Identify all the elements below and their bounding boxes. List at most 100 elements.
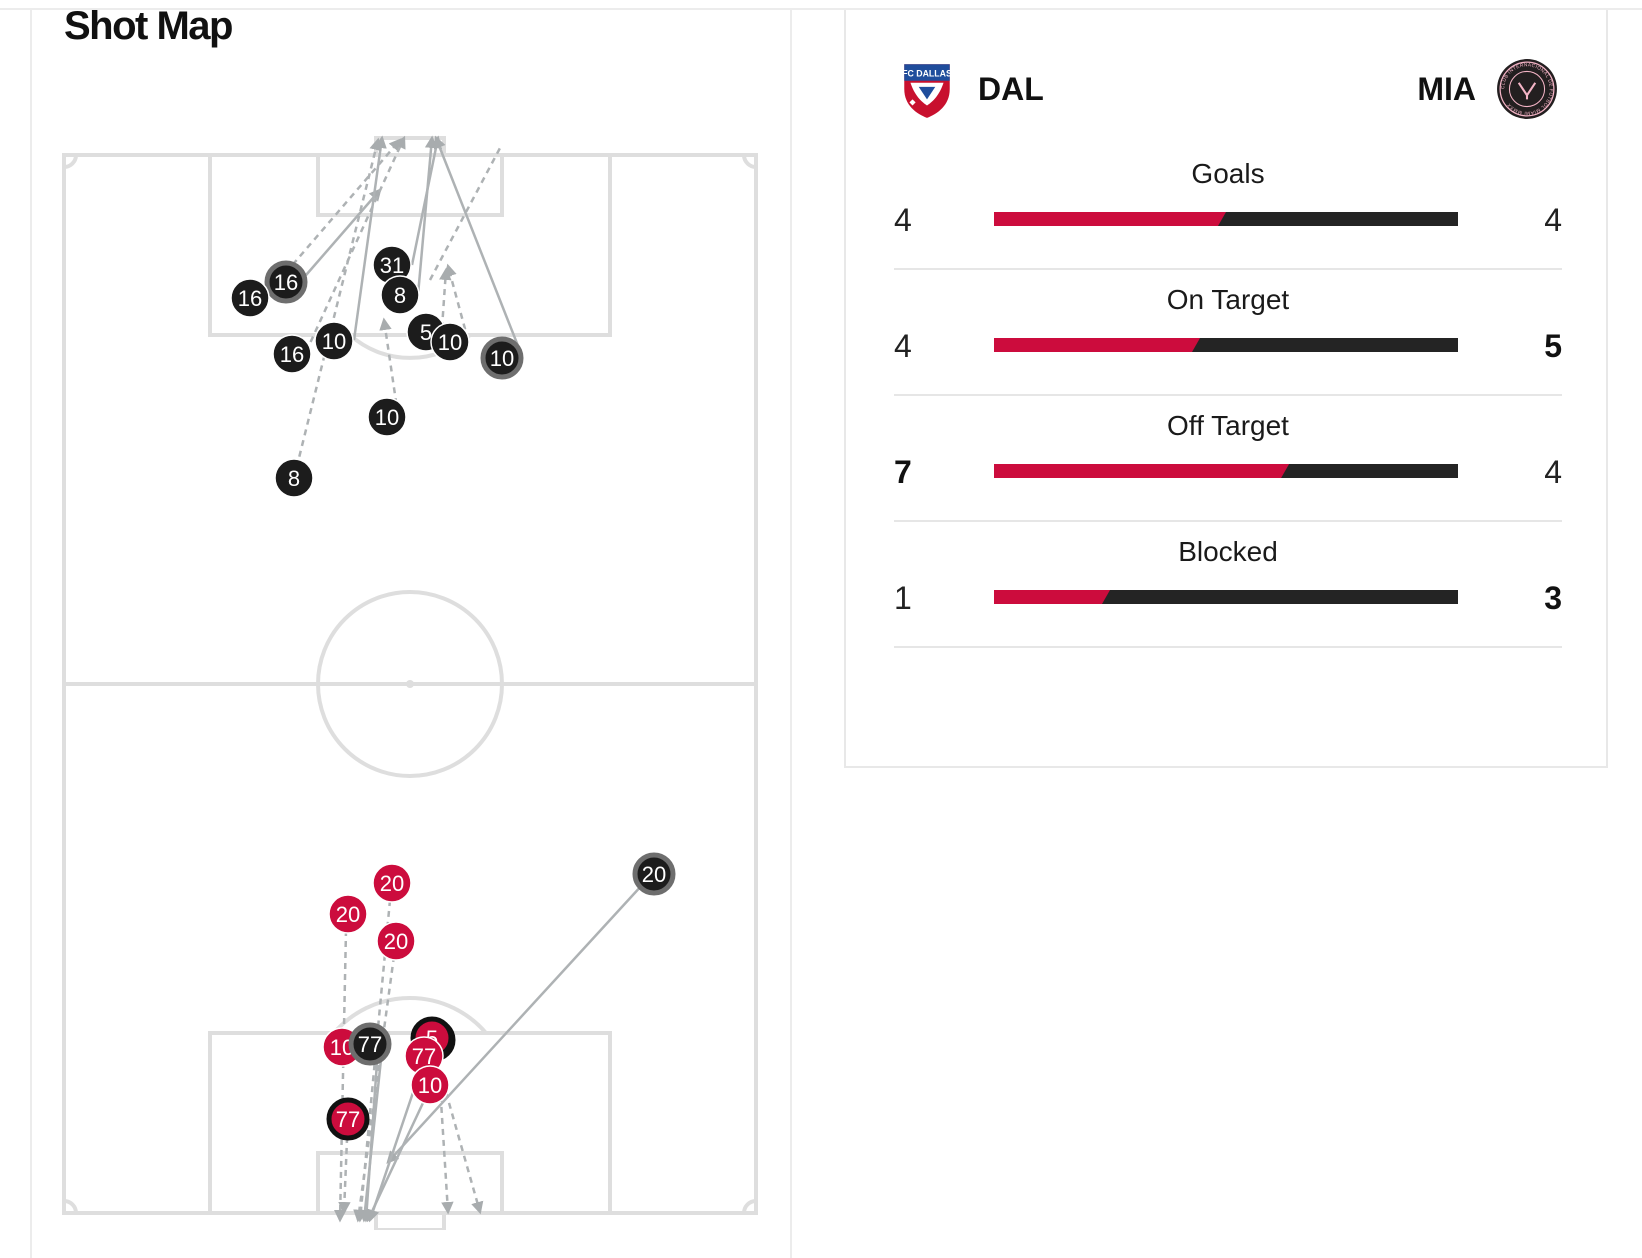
shot-marker-circle — [328, 894, 368, 934]
shot-player-number: 10 — [490, 346, 514, 371]
dal-shot-marker[interactable]: 20 — [376, 921, 416, 961]
shot-player-number: 77 — [358, 1032, 382, 1057]
shot-player-number: 16 — [274, 270, 298, 295]
shot-trajectory — [410, 135, 443, 266]
dal-shot-marker[interactable]: 77 — [404, 1036, 444, 1076]
page-title: Shot Map — [64, 4, 233, 48]
shot-trajectory — [304, 135, 406, 353]
home-team: FC DALLAS DAL — [896, 58, 1044, 120]
dal-shot-marker[interactable]: 10 — [410, 1065, 450, 1105]
away-team: MIA CLUB INTERNACIONAL DE FÚTBOL MIAMI M… — [1417, 58, 1558, 120]
dal-shot-trajectories — [333, 871, 655, 1223]
shot-trajectory — [439, 267, 452, 329]
shot-marker-circle — [326, 1097, 370, 1141]
stat-label: Goals — [1191, 158, 1265, 189]
shot-player-number: 8 — [288, 466, 300, 491]
top-six-yard-box — [316, 153, 504, 217]
shot-player-number: 77 — [336, 1107, 360, 1132]
stat-label: On Target — [1166, 284, 1290, 315]
bottom-penalty-arc — [332, 996, 488, 1035]
dal-shot-marker[interactable]: 77 — [348, 1022, 392, 1066]
home-stat-value: 1 — [894, 580, 912, 616]
shot-markers: 1616318101651010108202020201077105771077 — [230, 245, 676, 1141]
match-stats-panel: FC DALLAS DAL MIA CLUB INTERNACIONAL DE … — [844, 10, 1608, 768]
mia-shot-marker[interactable]: 10 — [480, 336, 524, 380]
home-stat-value: 4 — [894, 202, 912, 238]
shot-player-number: 8 — [394, 283, 406, 308]
mia-shot-marker[interactable]: 10 — [314, 321, 354, 361]
stat-comparison-bar — [994, 464, 1458, 478]
shot-player-number: 20 — [384, 929, 408, 954]
stat-comparison-bar — [994, 590, 1458, 604]
column-divider — [790, 10, 792, 1258]
shot-trajectory — [444, 263, 470, 341]
shot-player-number: 16 — [238, 286, 262, 311]
home-stat-value: 7 — [894, 454, 912, 490]
mia-shot-marker[interactable]: 16 — [272, 334, 312, 374]
home-share-fill — [994, 590, 1110, 604]
away-stat-value: 4 — [1544, 202, 1562, 238]
shot-marker-circle — [230, 278, 270, 318]
mia-shot-marker[interactable]: 10 — [430, 322, 470, 362]
shot-trajectory — [333, 929, 348, 1223]
stat-comparison-bar — [994, 338, 1458, 352]
shot-marker-circle — [314, 321, 354, 361]
bottom-goal — [374, 1211, 446, 1230]
stat-label: Blocked — [1178, 536, 1278, 567]
shot-trajectory — [416, 135, 438, 296]
mia-shot-marker[interactable]: 8 — [274, 458, 314, 498]
shot-marker-circle — [380, 275, 420, 315]
shot-player-number: 10 — [375, 405, 399, 430]
center-spot — [406, 680, 414, 688]
shot-trajectory — [360, 1047, 380, 1223]
shot-player-number: 31 — [380, 253, 404, 278]
home-stat-value: 4 — [894, 328, 912, 364]
mia-shot-marker[interactable]: 10 — [367, 397, 407, 437]
dal-shot-marker[interactable]: 20 — [372, 863, 412, 903]
mia-shot-trajectories — [263, 135, 524, 479]
shot-trajectory — [428, 147, 502, 281]
away-stat-value: 3 — [1544, 580, 1562, 616]
dal-shot-marker[interactable]: 20 — [632, 852, 676, 896]
shot-marker-circle — [376, 921, 416, 961]
shot-marker-circle — [272, 334, 312, 374]
stat-label: Off Target — [1167, 410, 1289, 441]
shot-trajectory — [433, 135, 524, 357]
shot-marker-circle — [410, 1065, 450, 1105]
corner-arc — [742, 154, 757, 169]
mia-shot-marker[interactable]: 8 — [380, 275, 420, 315]
svg-text:FC DALLAS: FC DALLAS — [902, 69, 952, 79]
shot-player-number: 10 — [418, 1073, 442, 1098]
mia-shot-marker[interactable]: 16 — [230, 278, 270, 318]
mia-shot-marker[interactable]: 16 — [264, 260, 308, 304]
shot-player-number: 5 — [420, 320, 432, 345]
shot-player-number: 10 — [438, 330, 462, 355]
shot-marker-circle — [348, 1022, 392, 1066]
shot-player-number: 10 — [322, 329, 346, 354]
shot-marker-circle — [480, 336, 524, 380]
mia-shot-marker[interactable]: 31 — [372, 245, 412, 285]
shot-player-number: 20 — [380, 871, 404, 896]
shot-player-number: 77 — [412, 1044, 436, 1069]
stat-row: Blocked 1 3 — [894, 514, 1562, 648]
shot-map-pitch: 1616318101651010108202020201077105771077 — [62, 135, 758, 1230]
shot-marker-circle — [372, 863, 412, 903]
shot-marker-circle — [430, 322, 470, 362]
shot-trajectory — [352, 135, 387, 341]
corner-arc — [63, 154, 78, 169]
away-stat-value: 4 — [1544, 454, 1562, 490]
stat-row: Goals 4 4 — [894, 136, 1562, 270]
center-circle — [316, 590, 504, 778]
home-share-fill — [994, 338, 1200, 352]
shot-marker-circle — [367, 397, 407, 437]
shot-trajectory — [292, 137, 382, 479]
dal-shot-marker[interactable]: 20 — [328, 894, 368, 934]
fc-dallas-logo-icon: FC DALLAS — [902, 64, 952, 118]
dal-shot-marker[interactable]: 77 — [326, 1097, 370, 1141]
home-team-abbr: DAL — [978, 71, 1044, 107]
left-column-border — [30, 10, 32, 1258]
shot-trajectory — [386, 871, 655, 1164]
corner-arc — [63, 1199, 78, 1214]
shot-player-number: 16 — [280, 342, 304, 367]
inter-miami-logo-icon: CLUB INTERNACIONAL DE FÚTBOL MIAMI MMXX — [1497, 59, 1557, 119]
